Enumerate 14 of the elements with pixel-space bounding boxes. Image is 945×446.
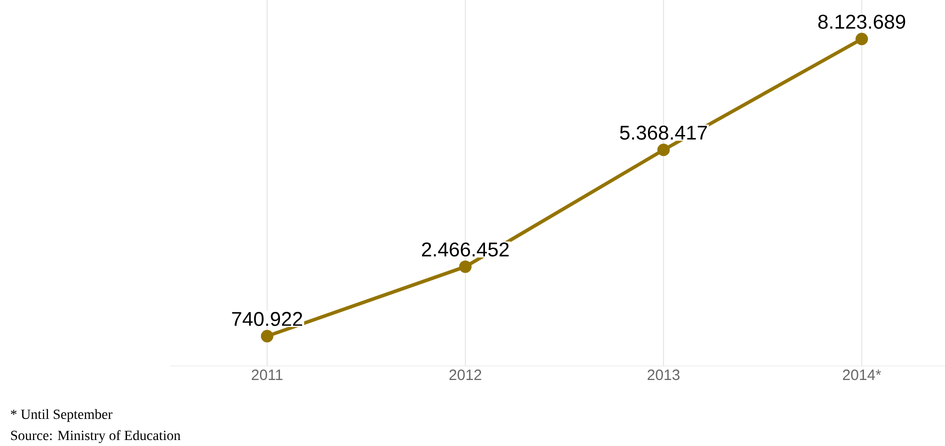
x-tick-label: 2012 xyxy=(449,370,482,380)
x-tick-label: 2011 xyxy=(252,370,282,380)
point xyxy=(856,32,868,46)
data-label: 740.922 xyxy=(232,312,302,326)
data-label: 8.123.689 xyxy=(818,14,906,29)
point xyxy=(459,260,472,273)
text: * Until September xyxy=(10,409,112,422)
point xyxy=(657,144,670,156)
point xyxy=(260,330,274,342)
x-tick-label: 2014* xyxy=(842,370,882,380)
data-label: 5.368.417 xyxy=(620,126,707,140)
data-label: 2.466.452 xyxy=(422,242,509,257)
x-tick-label: 2013 xyxy=(648,370,680,380)
source-note: Source: Ministry of Education xyxy=(11,430,180,444)
